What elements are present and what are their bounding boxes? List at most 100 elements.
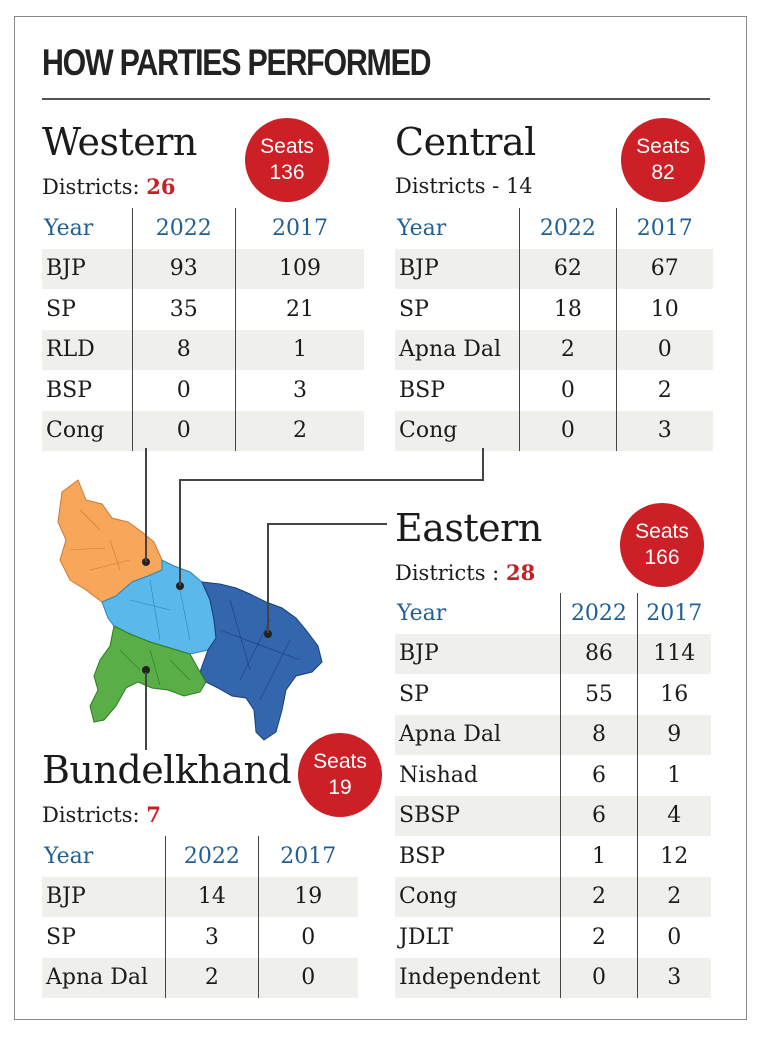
seats-2017-cell: 0 bbox=[257, 917, 358, 958]
seats-2022-cell: 35 bbox=[131, 289, 236, 330]
party-cell: BJP bbox=[42, 248, 133, 289]
seats-2022-cell: 2 bbox=[560, 917, 638, 958]
party-cell: Independent bbox=[395, 957, 561, 998]
seats-2017-cell: 2 bbox=[636, 876, 711, 917]
seats-2022-cell: 2 bbox=[165, 957, 259, 998]
seats-2017-cell: 19 bbox=[257, 876, 358, 917]
eastern-leader-line-vertical bbox=[267, 523, 269, 633]
table-row: JDLT 2 0 bbox=[395, 917, 711, 958]
seats-2017-cell: 0 bbox=[636, 917, 711, 958]
party-cell: BJP bbox=[395, 633, 561, 674]
seats-2017-cell: 16 bbox=[636, 674, 711, 715]
seats-2017-cell: 109 bbox=[234, 248, 364, 289]
seats-2022-cell: 0 bbox=[131, 410, 236, 451]
bundelkhand-table: Year 2022 2017 BJP 14 19 SP 3 0 Apna Dal 2 0 bbox=[42, 836, 358, 998]
party-cell: SBSP bbox=[395, 795, 561, 836]
seats-2017-cell: 3 bbox=[636, 957, 711, 998]
table-row: BJP 62 67 bbox=[395, 248, 713, 289]
bundelkhand-seats-label: Seats bbox=[313, 750, 367, 773]
seats-2022-cell: 0 bbox=[560, 957, 638, 998]
table-row: SP 35 21 bbox=[42, 289, 364, 330]
table-row: Apna Dal 8 9 bbox=[395, 714, 711, 755]
eastern-districts-label: Districts : bbox=[395, 561, 500, 585]
col-2022-header: 2022 bbox=[131, 208, 236, 249]
party-cell: BJP bbox=[395, 248, 520, 289]
bundelkhand-districts-label: Districts: bbox=[42, 803, 140, 827]
eastern-seats-label: Seats bbox=[635, 520, 689, 543]
table-row: Cong 2 2 bbox=[395, 876, 711, 917]
party-cell: Cong bbox=[395, 876, 561, 917]
seats-2017-cell: 10 bbox=[615, 289, 713, 330]
seats-2017-cell: 9 bbox=[636, 714, 711, 755]
table-row: SP 3 0 bbox=[42, 917, 358, 958]
western-districts: Districts: 26 bbox=[42, 174, 176, 199]
seats-2022-cell: 93 bbox=[131, 248, 236, 289]
seats-2022-cell: 62 bbox=[519, 248, 617, 289]
party-cell: Apna Dal bbox=[395, 329, 520, 370]
seats-2017-cell: 1 bbox=[234, 329, 364, 370]
eastern-seats-badge: Seats 166 bbox=[620, 503, 704, 587]
seats-2022-cell: 2 bbox=[519, 329, 617, 370]
seats-2022-cell: 0 bbox=[519, 370, 617, 411]
party-cell: SP bbox=[46, 296, 76, 322]
party-cell: BSP bbox=[399, 377, 446, 403]
seats-2022-cell: 14 bbox=[165, 876, 259, 917]
col-2022-header: 2022 bbox=[519, 208, 617, 249]
table-row: BSP 0 2 bbox=[395, 370, 713, 411]
party-cell: Nishad bbox=[399, 762, 478, 788]
table-row: BJP 14 19 bbox=[42, 876, 358, 917]
eastern-table: Year 2022 2017 BJP 86 114 SP 55 16 Apna Dal 8 9 N… bbox=[395, 593, 711, 998]
central-seats-badge: Seats 82 bbox=[621, 118, 705, 202]
table-row: BSP 1 12 bbox=[395, 836, 711, 877]
up-region-map bbox=[57, 479, 323, 741]
table-row: Apna Dal 2 0 bbox=[395, 329, 713, 370]
bundelkhand-seats-badge: Seats 19 bbox=[298, 733, 382, 817]
seats-2017-cell: 21 bbox=[234, 289, 364, 330]
party-cell: Apna Dal bbox=[395, 714, 561, 755]
party-cell: BJP bbox=[42, 876, 166, 917]
map-central-marker bbox=[176, 582, 184, 590]
central-leader-line-vertical bbox=[179, 480, 181, 586]
seats-2022-cell: 86 bbox=[560, 633, 638, 674]
bundelkhand-title: Bundelkhand bbox=[42, 748, 292, 792]
western-seats-label: Seats bbox=[260, 135, 314, 158]
party-cell: JDLT bbox=[399, 924, 453, 950]
table-row: Independent 0 3 bbox=[395, 957, 711, 998]
seats-2022-cell: 0 bbox=[131, 370, 236, 411]
bundelkhand-leader-line bbox=[145, 672, 147, 750]
central-seats-count: 82 bbox=[651, 161, 675, 184]
central-leader-line-up bbox=[482, 448, 484, 481]
seats-2017-cell: 0 bbox=[615, 329, 713, 370]
party-cell: BSP bbox=[399, 843, 446, 869]
seats-2017-cell: 67 bbox=[615, 248, 713, 289]
party-cell: Cong bbox=[395, 410, 520, 451]
col-2022-header: 2022 bbox=[560, 593, 638, 634]
western-title: Western bbox=[42, 120, 197, 164]
eastern-districts-count: 28 bbox=[505, 560, 536, 585]
year-header: Year bbox=[397, 215, 447, 241]
western-districts-label: Districts: bbox=[42, 175, 140, 199]
central-table: Year 2022 2017 BJP 62 67 SP 18 10 Apna Dal 2 0 BS… bbox=[395, 208, 713, 451]
col-2017-header: 2017 bbox=[257, 836, 358, 877]
central-districts: Districts - 14 bbox=[395, 174, 533, 198]
bundelkhand-districts-count: 7 bbox=[146, 802, 161, 827]
western-seats-badge: Seats 136 bbox=[245, 118, 329, 202]
table-row: BSP 0 3 bbox=[42, 370, 364, 411]
col-2017-header: 2017 bbox=[234, 208, 364, 249]
seats-2017-cell: 4 bbox=[636, 795, 711, 836]
party-cell: SP bbox=[399, 296, 429, 322]
year-header: Year bbox=[44, 215, 94, 241]
western-seats-count: 136 bbox=[269, 161, 305, 184]
eastern-leader-line-horizontal bbox=[267, 523, 387, 525]
seats-2022-cell: 8 bbox=[131, 329, 236, 370]
table-row: Cong 0 2 bbox=[42, 410, 364, 451]
eastern-districts: Districts : 28 bbox=[395, 560, 535, 585]
central-leader-line-horizontal bbox=[179, 479, 483, 481]
seats-2017-cell: 1 bbox=[636, 755, 711, 796]
seats-2017-cell: 114 bbox=[636, 633, 711, 674]
bundelkhand-districts: Districts: 7 bbox=[42, 802, 161, 827]
col-2017-header: 2017 bbox=[636, 593, 711, 634]
col-2022-header: 2022 bbox=[165, 836, 259, 877]
seats-2022-cell: 18 bbox=[519, 289, 617, 330]
seats-2022-cell: 6 bbox=[560, 795, 638, 836]
